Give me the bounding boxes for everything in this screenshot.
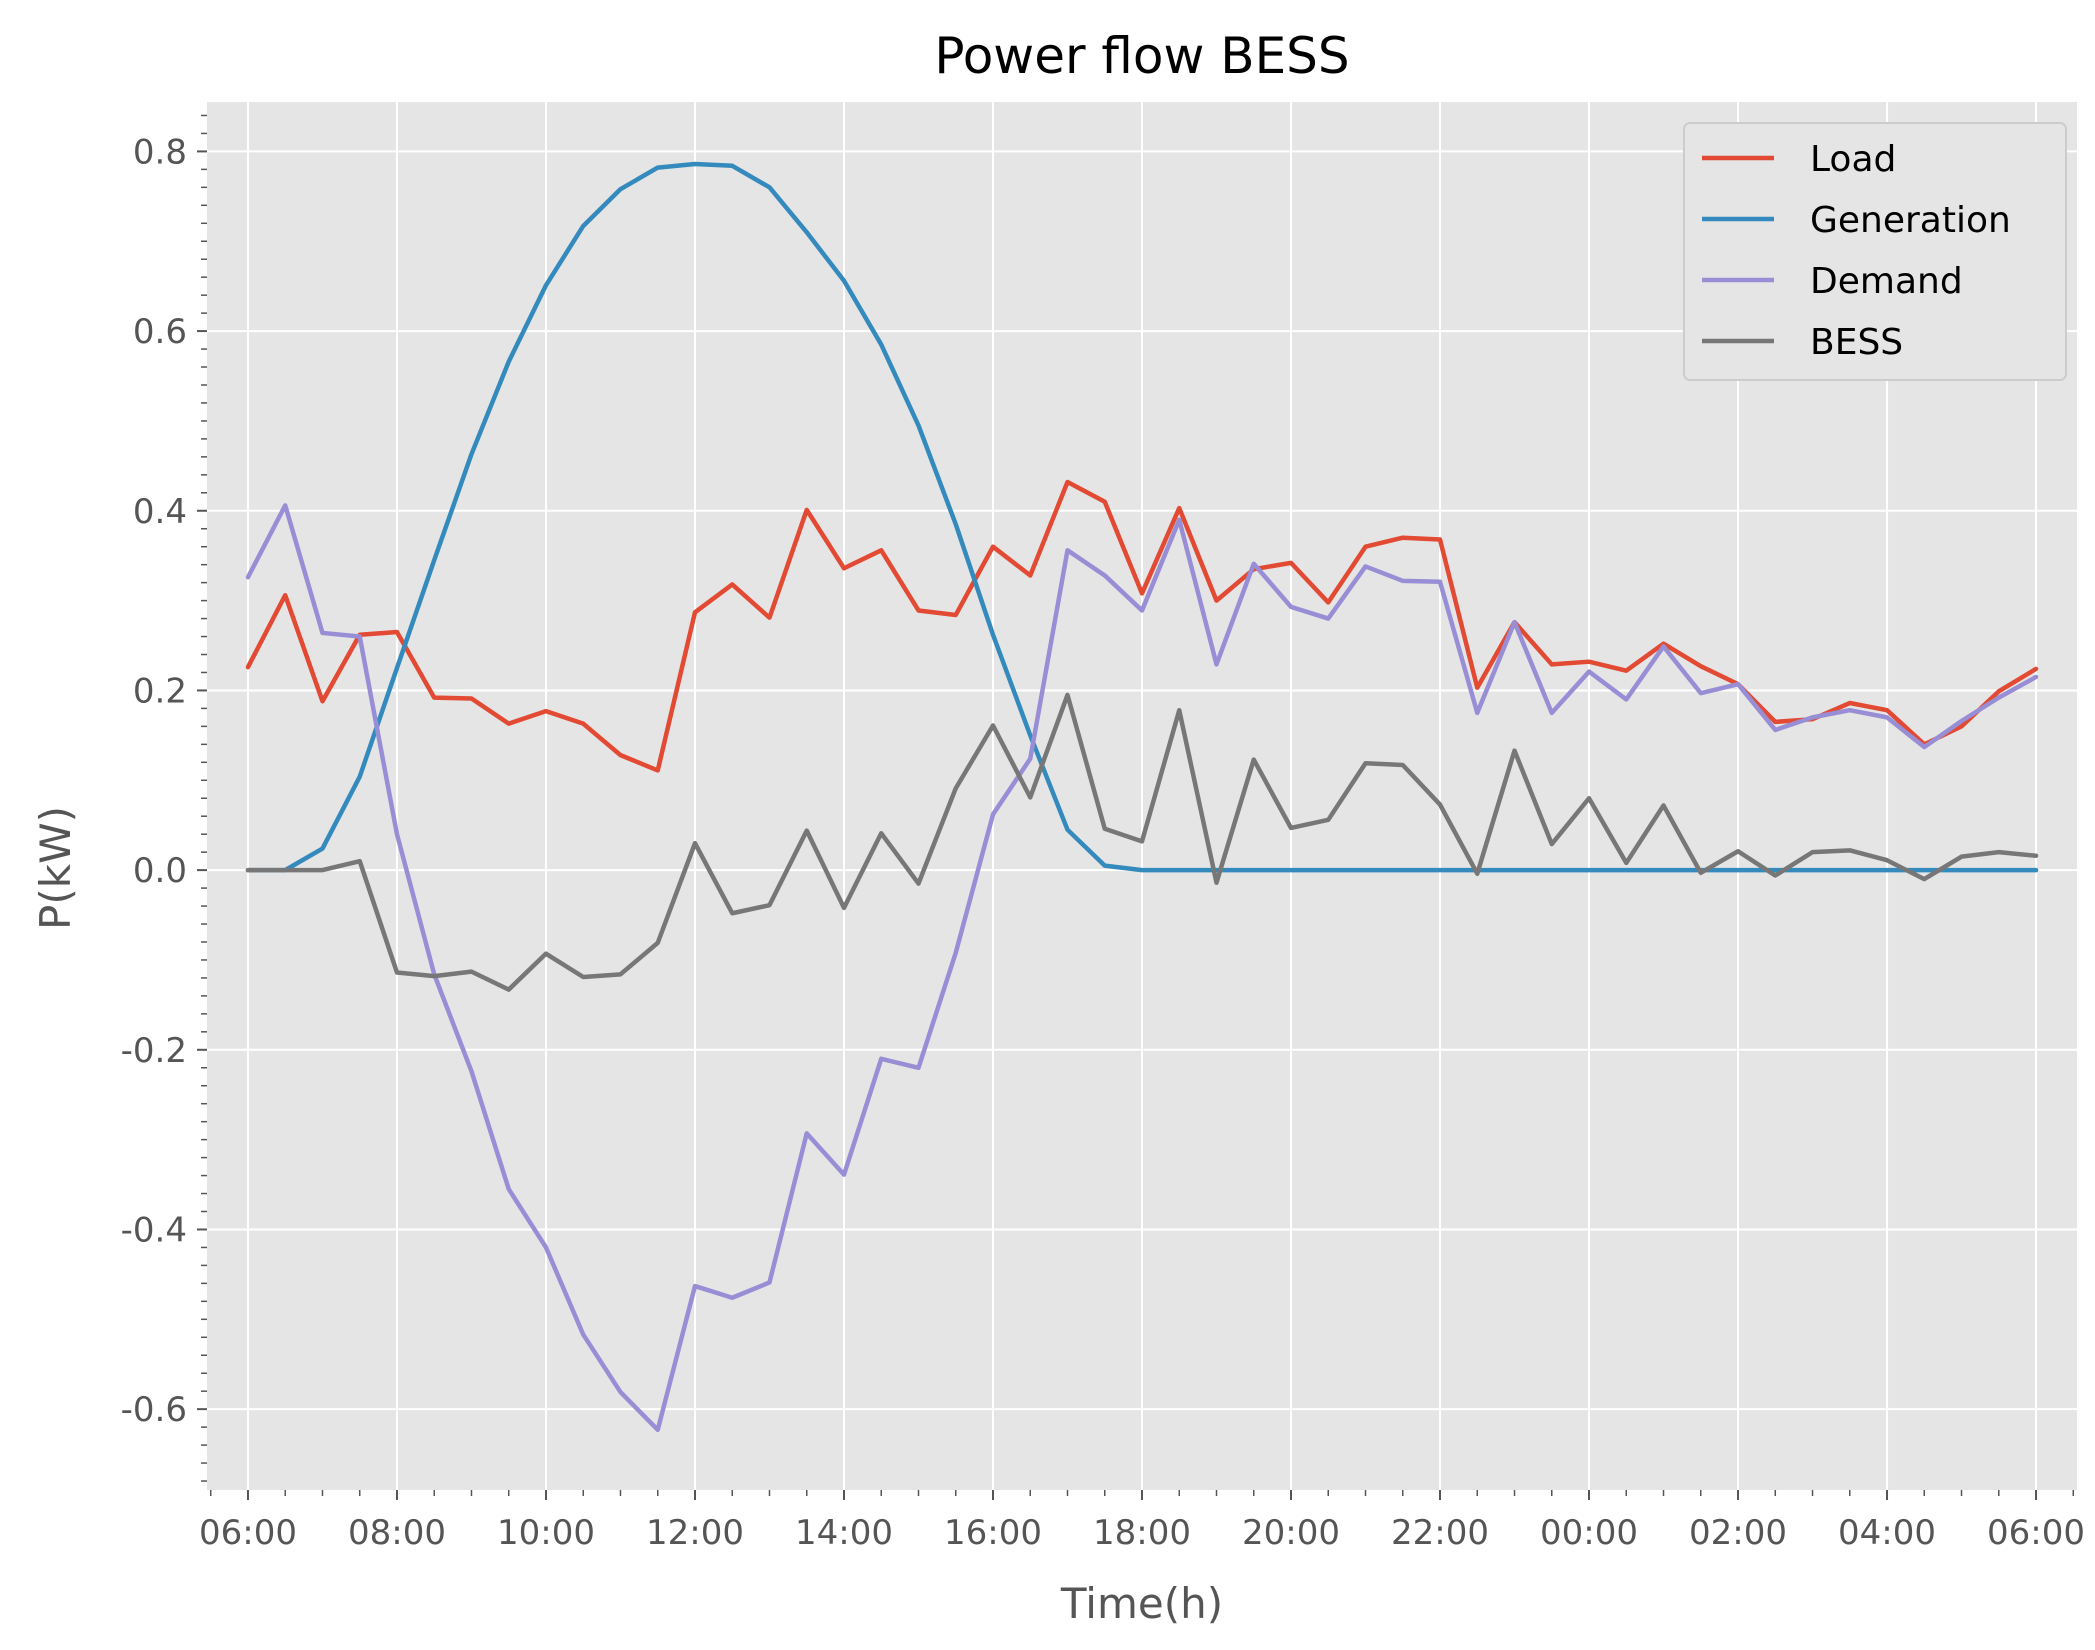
x-tick-label: 22:00	[1391, 1513, 1489, 1553]
y-tick-label: 0.4	[133, 492, 187, 532]
x-tick-label: 20:00	[1242, 1513, 1340, 1553]
legend-label: Generation	[1810, 200, 2011, 241]
series-lines	[245, 161, 2039, 1433]
x-tick-label: 14:00	[795, 1513, 893, 1553]
legend-label: Demand	[1810, 261, 1963, 302]
x-tick-label: 00:00	[1540, 1513, 1638, 1553]
x-tick-label: 18:00	[1093, 1513, 1191, 1553]
minor-ticks	[201, 114, 2075, 1496]
x-tick-label: 02:00	[1689, 1513, 1787, 1553]
y-tick-label: -0.6	[121, 1390, 187, 1430]
x-tick-label: 06:00	[1987, 1513, 2085, 1553]
series-line-bess	[245, 692, 2039, 992]
x-tick-label: 16:00	[944, 1513, 1042, 1553]
x-tick-label: 10:00	[497, 1513, 595, 1553]
x-tick-label: 08:00	[348, 1513, 446, 1553]
series-line-generation	[245, 161, 2039, 873]
x-tick-label: 12:00	[646, 1513, 744, 1553]
y-tick-label: 0.8	[133, 132, 187, 172]
x-tick-label: 06:00	[199, 1513, 297, 1553]
y-tick-label: 0.2	[133, 671, 187, 711]
chart-title: Power flow BESS	[934, 27, 1349, 85]
y-axis-title: P(kW)	[31, 806, 80, 930]
y-tick-label: 0.0	[133, 851, 187, 891]
legend-box	[1683, 122, 2067, 381]
y-tick-label: -0.2	[121, 1031, 187, 1071]
x-tick-label: 04:00	[1838, 1513, 1936, 1553]
legend: Load Generation Demand BESS	[1683, 122, 2067, 381]
x-axis-ticks: 06:00 08:00 10:00 12:00 14:00 16:00 18:00 20:00…	[199, 1490, 2085, 1553]
y-tick-label: 0.6	[133, 312, 187, 352]
legend-label: Load	[1810, 139, 1896, 180]
x-axis-title: Time(h)	[1060, 1579, 1223, 1628]
y-axis-ticks: -0.6 -0.4 -0.2 0.0 0.2 0.4 0.6 0.8	[121, 132, 207, 1430]
series-line-demand	[245, 503, 2039, 1433]
y-tick-label: -0.4	[121, 1210, 187, 1250]
legend-label: BESS	[1810, 322, 1903, 363]
